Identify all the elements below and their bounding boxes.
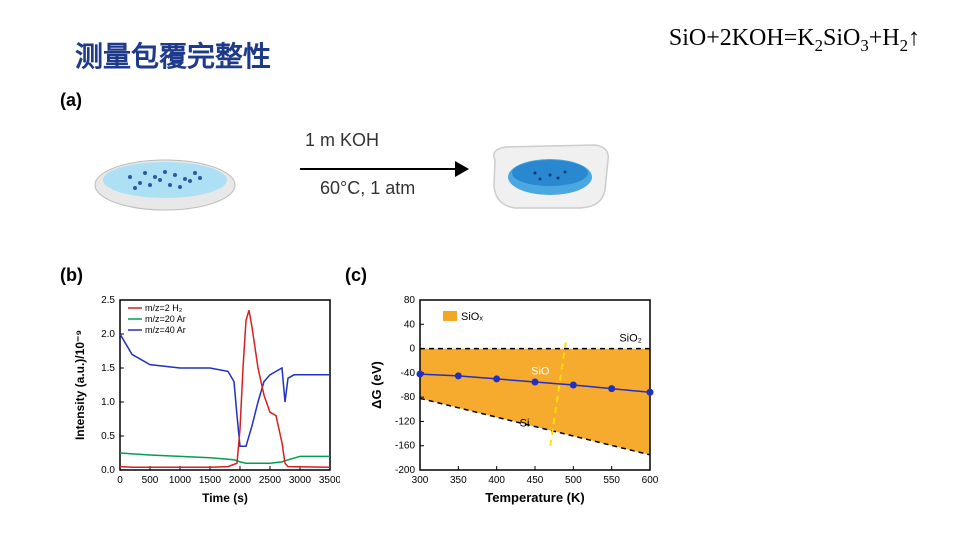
svg-text:Si: Si (520, 417, 530, 429)
svg-text:SiO: SiO (531, 366, 550, 378)
chart-c-gibbs: 300 350 400 450 500 550 600 -200 -160 -120 -80 -40 0… (365, 290, 665, 510)
svg-text:400: 400 (488, 475, 505, 486)
svg-text:1500: 1500 (199, 475, 222, 486)
svg-text:80: 80 (404, 295, 416, 306)
svg-text:3500: 3500 (319, 475, 340, 486)
chemical-equation: SiO+2KOH=K2SiO3+H2↑ (669, 25, 920, 56)
svg-text:40: 40 (404, 319, 416, 330)
svg-text:2500: 2500 (259, 475, 282, 486)
panel-a-schematic: 1 m KOH 60°C, 1 atm (70, 120, 620, 250)
panel-label-c: (c) (345, 265, 367, 286)
svg-text:600: 600 (642, 475, 659, 486)
page-title: 测量包覆完整性 (75, 35, 271, 75)
svg-text:450: 450 (527, 475, 544, 486)
svg-text:m/z=2 H₂: m/z=2 H₂ (145, 303, 183, 313)
svg-text:-40: -40 (401, 368, 416, 379)
svg-text:Temperature (K): Temperature (K) (485, 490, 584, 505)
svg-text:-80: -80 (401, 392, 416, 403)
svg-text:1000: 1000 (169, 475, 192, 486)
svg-text:m/z=40 Ar: m/z=40 Ar (145, 325, 186, 335)
reaction-arrow (300, 168, 460, 170)
svg-text:500: 500 (142, 475, 159, 486)
dish-left-icon (90, 145, 240, 215)
svg-text:0: 0 (117, 475, 123, 486)
svg-text:-160: -160 (395, 441, 415, 452)
svg-text:-120: -120 (395, 416, 415, 427)
svg-text:2.0: 2.0 (101, 329, 115, 340)
dish-right-icon (480, 135, 620, 220)
svg-text:SiOₓ: SiOₓ (461, 311, 483, 323)
arrow-head-icon (455, 161, 469, 177)
panel-label-b: (b) (60, 265, 83, 286)
svg-text:1.5: 1.5 (101, 363, 115, 374)
condition-label: 60°C, 1 atm (320, 178, 415, 199)
svg-text:-200: -200 (395, 465, 415, 476)
svg-text:1.0: 1.0 (101, 397, 115, 408)
svg-text:0: 0 (409, 344, 415, 355)
svg-text:350: 350 (450, 475, 467, 486)
svg-text:3000: 3000 (289, 475, 312, 486)
svg-text:Intensity (a.u.)/10⁻⁹: Intensity (a.u.)/10⁻⁹ (73, 330, 87, 440)
svg-text:300: 300 (412, 475, 429, 486)
svg-text:0.0: 0.0 (101, 465, 115, 476)
svg-text:ΔG (eV): ΔG (eV) (369, 361, 384, 409)
reagent-label: 1 m KOH (305, 130, 379, 151)
svg-text:0.5: 0.5 (101, 431, 115, 442)
svg-text:Time (s): Time (s) (202, 491, 248, 505)
svg-text:550: 550 (603, 475, 620, 486)
svg-text:SiO₂: SiO₂ (619, 332, 642, 344)
svg-text:m/z=20 Ar: m/z=20 Ar (145, 314, 186, 324)
panel-label-a: (a) (60, 90, 82, 111)
svg-text:2.5: 2.5 (101, 295, 115, 306)
svg-text:500: 500 (565, 475, 582, 486)
svg-text:2000: 2000 (229, 475, 252, 486)
chart-b-intensity: 0 500 1000 1500 2000 2500 3000 3500 0.0 0.5 1.0 1.5… (70, 290, 340, 510)
